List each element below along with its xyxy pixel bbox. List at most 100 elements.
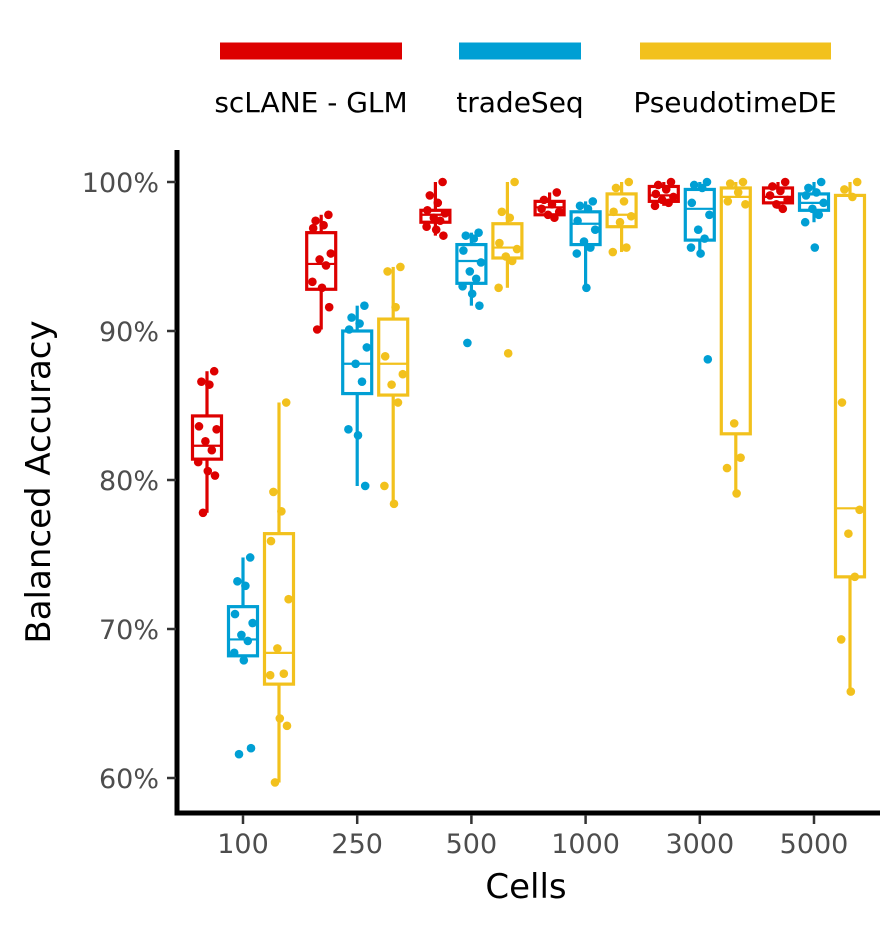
data-point (772, 200, 781, 209)
data-point (467, 289, 477, 299)
data-point (459, 246, 468, 255)
box-iqr (262, 532, 296, 686)
data-point (510, 177, 519, 187)
data-point (666, 177, 676, 187)
data-point (700, 234, 709, 243)
data-point (205, 380, 214, 389)
data-point (495, 238, 504, 248)
data-point (686, 243, 696, 252)
data-point (463, 338, 472, 348)
legend-label: scLANE - GLM (214, 86, 407, 119)
data-point (201, 436, 210, 446)
data-point (537, 204, 546, 214)
box-iqr (833, 193, 867, 579)
data-point (212, 425, 221, 434)
data-point (383, 267, 392, 276)
data-point (722, 463, 732, 473)
data-point (344, 425, 353, 434)
data-point (360, 481, 370, 491)
x-tick-label: 100 (217, 829, 269, 860)
box-group (533, 188, 566, 223)
data-point (552, 188, 562, 197)
legend-label: PseudotimeDE (633, 86, 836, 119)
data-point (586, 243, 595, 252)
data-point (282, 721, 292, 731)
data-point (848, 192, 857, 202)
data-point (344, 325, 354, 334)
data-point (193, 457, 203, 467)
data-point (736, 453, 745, 462)
data-point (312, 325, 322, 334)
data-point (572, 249, 582, 258)
x-tick-label: 1000 (551, 829, 620, 860)
data-point (311, 216, 320, 226)
data-point (347, 313, 356, 322)
data-point (579, 237, 589, 246)
data-point (852, 177, 862, 187)
x-tick-label: 3000 (665, 829, 734, 860)
box-iqr (605, 192, 638, 229)
data-point (234, 749, 244, 759)
data-point (207, 445, 217, 455)
axes (174, 150, 880, 816)
data-point (669, 192, 678, 202)
data-point (738, 177, 748, 187)
box-group (797, 177, 831, 252)
data-point (266, 536, 276, 546)
box-group (569, 197, 602, 293)
data-point (241, 581, 250, 591)
data-point (619, 197, 629, 206)
box-group (761, 177, 795, 214)
plot-area (190, 177, 867, 787)
data-point (588, 197, 598, 206)
data-point (741, 200, 750, 209)
box-group (305, 210, 338, 334)
data-point (783, 195, 792, 205)
x-axis-ticks: 100 250 500 1000 3000 5000 (217, 815, 848, 860)
data-point (543, 210, 553, 220)
data-point (237, 630, 246, 640)
x-tick-label: 500 (446, 829, 498, 860)
data-point (317, 283, 327, 293)
data-point (431, 225, 441, 234)
data-point (475, 301, 484, 310)
data-point (575, 201, 585, 211)
data-point (465, 267, 475, 276)
data-point (198, 508, 208, 518)
data-point (246, 743, 256, 753)
data-point (357, 377, 367, 386)
data-point (776, 186, 785, 196)
data-point (664, 198, 673, 208)
box-group (605, 177, 638, 257)
data-point (194, 422, 204, 431)
data-point (269, 487, 278, 497)
data-point (270, 778, 280, 787)
data-point (836, 635, 846, 644)
data-point (245, 553, 255, 562)
data-point (380, 481, 389, 491)
data-point (440, 208, 450, 218)
data-point (279, 669, 289, 678)
data-point (243, 636, 253, 646)
data-point (396, 262, 405, 272)
data-point (474, 228, 483, 237)
data-point (273, 644, 282, 653)
data-point (351, 359, 360, 369)
box-iqr (377, 317, 410, 397)
data-point (573, 216, 582, 226)
data-point (844, 529, 853, 538)
data-point (611, 183, 621, 193)
data-point (233, 577, 242, 586)
box-group (419, 177, 452, 240)
data-point (265, 670, 275, 680)
data-point (702, 177, 712, 187)
data-point (458, 282, 467, 291)
data-point (583, 204, 593, 214)
data-point (494, 283, 503, 293)
box-group (226, 553, 260, 759)
data-point (609, 207, 618, 217)
data-point (387, 380, 396, 389)
data-point (840, 185, 849, 194)
data-point (308, 223, 318, 233)
